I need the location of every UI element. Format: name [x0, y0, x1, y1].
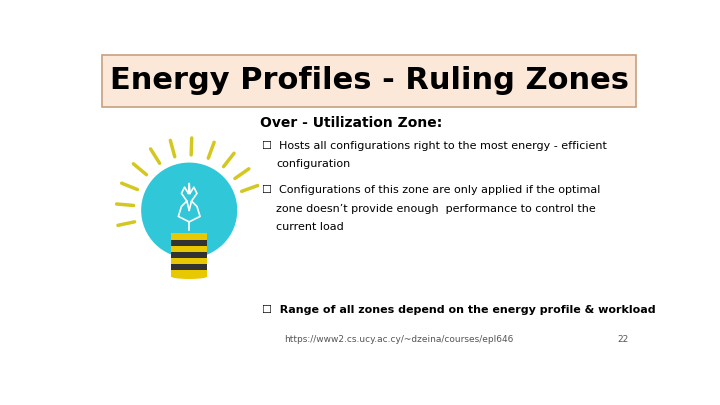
Text: Energy Profiles - Ruling Zones: Energy Profiles - Ruling Zones	[109, 66, 629, 96]
Text: ☐  Range of all zones depend on the energy profile & workload: ☐ Range of all zones depend on the energ…	[262, 305, 656, 315]
FancyBboxPatch shape	[171, 240, 207, 246]
FancyBboxPatch shape	[171, 210, 207, 233]
Text: https://www2.cs.ucy.ac.cy/~dzeina/courses/epl646: https://www2.cs.ucy.ac.cy/~dzeina/course…	[284, 335, 513, 344]
Text: 22: 22	[617, 335, 629, 344]
Text: ☐  Configurations of this zone are only applied if the optimal: ☐ Configurations of this zone are only a…	[262, 185, 600, 194]
Text: zone doesn’t provide enough  performance to control the: zone doesn’t provide enough performance …	[276, 204, 595, 214]
Text: configuration: configuration	[276, 159, 350, 169]
Text: current load: current load	[276, 222, 343, 232]
FancyBboxPatch shape	[171, 233, 207, 240]
Text: ☐  Hosts all configurations right to the most energy - efficient: ☐ Hosts all configurations right to the …	[262, 141, 607, 151]
Ellipse shape	[171, 274, 207, 279]
Circle shape	[141, 162, 238, 258]
FancyBboxPatch shape	[171, 264, 207, 271]
FancyBboxPatch shape	[171, 246, 207, 252]
Text: Over - Utilization Zone:: Over - Utilization Zone:	[261, 115, 443, 130]
FancyBboxPatch shape	[102, 55, 636, 107]
FancyBboxPatch shape	[171, 271, 207, 277]
FancyBboxPatch shape	[171, 252, 207, 258]
FancyBboxPatch shape	[171, 258, 207, 264]
